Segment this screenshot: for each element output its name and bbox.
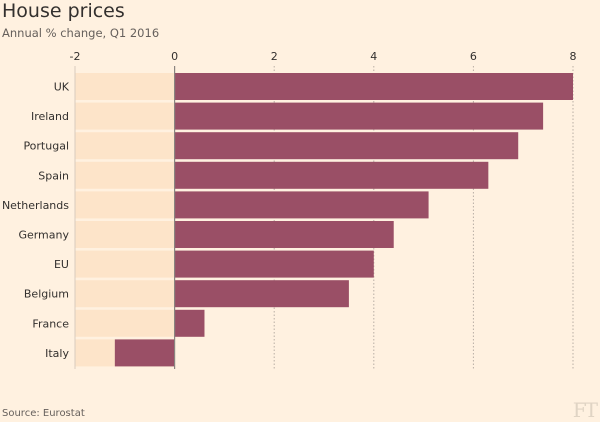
negative-band bbox=[75, 191, 175, 219]
x-tick-label: 2 bbox=[271, 50, 278, 63]
negative-band bbox=[75, 221, 175, 248]
bar-netherlands bbox=[174, 191, 429, 219]
bar-ireland bbox=[174, 102, 544, 130]
category-label: Portugal bbox=[23, 140, 69, 153]
category-label: Italy bbox=[45, 347, 69, 360]
category-label: France bbox=[32, 317, 69, 330]
category-label: Ireland bbox=[31, 110, 69, 123]
category-label: Spain bbox=[38, 169, 69, 182]
bar-italy bbox=[114, 339, 175, 367]
ft-logo: FT bbox=[572, 398, 598, 422]
negative-band bbox=[75, 132, 175, 160]
category-label: Germany bbox=[18, 229, 69, 242]
bar-uk bbox=[174, 73, 573, 100]
x-tick-label: 0 bbox=[171, 50, 178, 63]
chart-title: House prices bbox=[2, 0, 125, 22]
negative-band bbox=[75, 73, 175, 100]
bar-eu bbox=[174, 250, 374, 278]
bar-germany bbox=[174, 221, 394, 248]
negative-band bbox=[75, 102, 175, 130]
x-tick-label: -2 bbox=[70, 50, 81, 63]
category-label: Belgium bbox=[24, 288, 69, 301]
negative-band bbox=[75, 250, 175, 278]
x-tick-label: 4 bbox=[370, 50, 377, 63]
negative-band bbox=[75, 309, 175, 337]
bar-belgium bbox=[174, 280, 349, 308]
category-label: EU bbox=[54, 258, 69, 271]
x-tick-label: 8 bbox=[570, 50, 577, 63]
chart-subtitle: Annual % change, Q1 2016 bbox=[2, 26, 160, 40]
bar-portugal bbox=[174, 132, 519, 160]
negative-band bbox=[75, 161, 175, 189]
x-tick-label: 6 bbox=[470, 50, 477, 63]
category-label: Netherlands bbox=[2, 199, 69, 212]
source-note: Source: Eurostat bbox=[2, 408, 85, 419]
category-label: UK bbox=[54, 81, 70, 94]
bar-spain bbox=[174, 161, 489, 189]
bar-france bbox=[174, 309, 205, 337]
negative-band bbox=[75, 280, 175, 308]
